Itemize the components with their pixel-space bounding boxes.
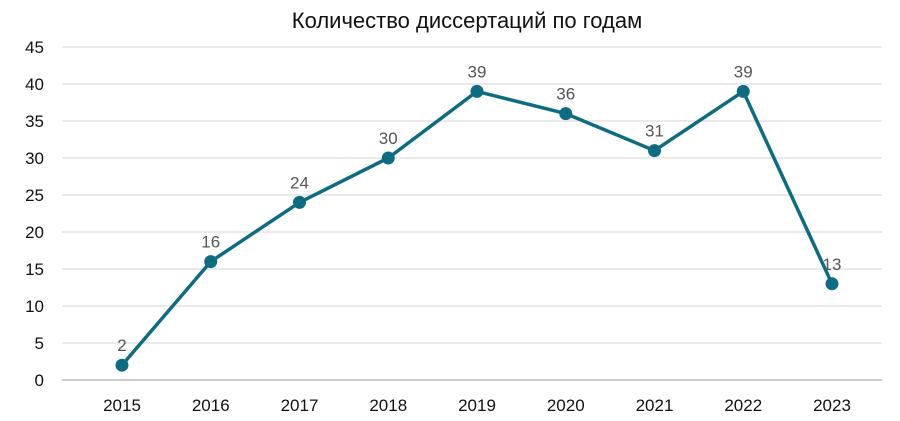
chart-title: Количество диссертаций по годам	[292, 8, 642, 33]
y-tick-label: 15	[25, 260, 44, 279]
data-point	[381, 151, 395, 165]
x-tick-label: 2020	[547, 396, 585, 415]
y-tick-label: 20	[25, 223, 44, 242]
x-tick-label: 2023	[813, 396, 851, 415]
data-label: 24	[290, 173, 309, 192]
data-point	[204, 255, 218, 269]
y-tick-label: 40	[25, 75, 44, 94]
data-label: 36	[556, 85, 575, 104]
data-point	[470, 84, 484, 98]
x-tick-label: 2017	[281, 396, 319, 415]
y-tick-label: 45	[25, 38, 44, 57]
y-tick-label: 5	[35, 334, 44, 353]
data-point	[115, 358, 129, 372]
data-label: 16	[201, 233, 220, 252]
y-tick-label: 0	[35, 371, 44, 390]
series-line	[120, 89, 834, 367]
data-point	[293, 195, 306, 209]
x-tick-label: 2019	[458, 396, 496, 415]
y-tick-label: 30	[25, 149, 44, 168]
data-labels: 2 16 24 30 39 36 31 39 13	[117, 62, 841, 355]
x-tick-label: 2018	[369, 396, 407, 415]
data-label: 30	[379, 129, 398, 148]
x-tick-label: 2021	[636, 396, 674, 415]
x-tick-label: 2022	[724, 396, 762, 415]
y-tick-label: 10	[25, 297, 44, 316]
data-series	[115, 84, 839, 372]
data-label: 31	[645, 122, 664, 141]
data-label: 2	[117, 336, 126, 355]
y-tick-label: 25	[25, 186, 44, 205]
x-tick-label: 2016	[192, 396, 230, 415]
x-tick-label: 2015	[103, 396, 141, 415]
gridlines	[62, 46, 882, 381]
data-label: 39	[734, 62, 753, 81]
data-label: 13	[823, 255, 842, 274]
x-axis: 2015 2016 2017 2018 2019 2020 2021 2022 2023	[103, 396, 851, 415]
data-point	[825, 277, 839, 291]
y-tick-label: 35	[25, 112, 44, 131]
y-axis: 0 5 10 15 20 25 30 35 40 45	[25, 38, 44, 390]
data-point	[736, 84, 750, 98]
data-label: 39	[468, 62, 487, 81]
data-point	[559, 107, 573, 121]
data-point	[648, 144, 661, 158]
